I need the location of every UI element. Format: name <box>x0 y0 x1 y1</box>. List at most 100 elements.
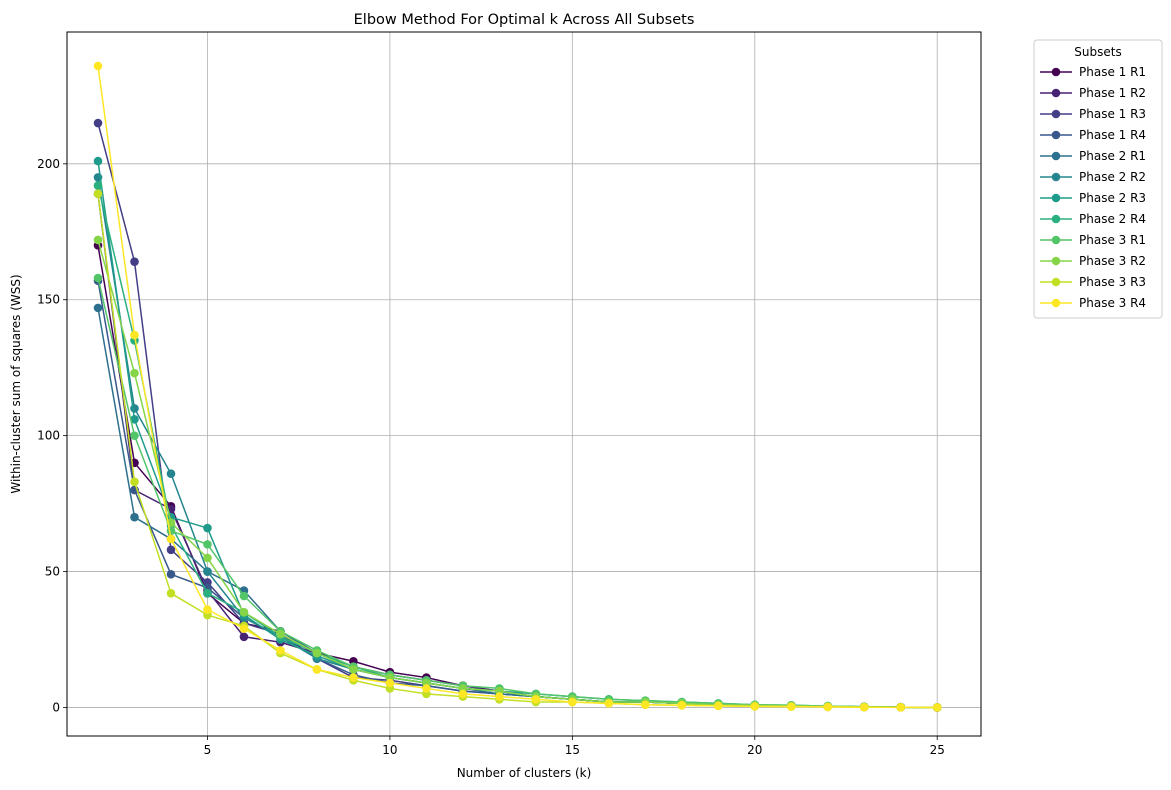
legend-label-phase-1-r1: Phase 1 R1 <box>1079 65 1146 79</box>
data-point-phase-3-r4 <box>239 624 249 633</box>
legend-label-phase-2-r4: Phase 2 R4 <box>1079 212 1146 226</box>
data-point-phase-3-r4 <box>896 703 906 712</box>
data-point-phase-2-r3 <box>93 156 103 166</box>
data-point-phase-3-r4 <box>203 605 212 614</box>
data-point-phase-3-r1 <box>166 526 176 536</box>
data-point-phase-2-r1 <box>93 303 103 313</box>
series-phase-3-r4 <box>93 61 942 712</box>
legend-marker-phase-1-r1 <box>1051 67 1061 77</box>
data-point-phase-2-r3 <box>130 415 139 424</box>
legend-label-phase-1-r3: Phase 1 R3 <box>1079 107 1146 121</box>
data-point-phase-1-r4 <box>166 569 176 579</box>
data-point-phase-3-r1 <box>239 591 249 601</box>
data-point-phase-2-r3 <box>203 523 212 533</box>
data-point-phase-3-r2 <box>130 368 139 378</box>
legend-label-phase-1-r4: Phase 1 R4 <box>1079 128 1146 142</box>
data-point-phase-3-r1 <box>203 540 212 549</box>
series-line-phase-3-r4 <box>97 65 938 709</box>
data-point-phase-3-r4 <box>568 697 577 707</box>
plot-frame <box>66 31 982 737</box>
data-point-phase-1-r3 <box>130 257 139 266</box>
legend-marker-phase-2-r1 <box>1051 151 1061 161</box>
data-point-phase-2-r4 <box>203 589 212 598</box>
legend-frame <box>1033 39 1163 319</box>
data-point-phase-3-r4 <box>786 702 796 711</box>
data-point-phase-2-r2 <box>166 469 176 479</box>
legend-entry-phase-2-r2: Phase 2 R2 <box>1040 170 1146 184</box>
legend-marker-phase-3-r1 <box>1051 235 1061 245</box>
data-point-phase-3-r3 <box>130 477 139 487</box>
legend-marker-phase-1-r4 <box>1051 130 1061 140</box>
legend-label-phase-3-r2: Phase 3 R2 <box>1079 254 1146 268</box>
data-point-phase-2-r2 <box>130 404 139 413</box>
legend-label-phase-3-r1: Phase 3 R1 <box>1079 233 1146 247</box>
legend-marker-phase-3-r3 <box>1051 277 1061 287</box>
legend-label-phase-2-r2: Phase 2 R2 <box>1079 170 1146 184</box>
plot-series <box>93 61 942 712</box>
legend-entry-phase-3-r4: Phase 3 R4 <box>1040 296 1146 310</box>
x-tick-label: 15 <box>565 743 580 757</box>
grid-lines <box>67 32 981 736</box>
legend-title: Subsets <box>1074 45 1121 59</box>
legend-marker-phase-2-r4 <box>1051 214 1061 224</box>
legend-entries: Phase 1 R1 Phase 1 R2 Phase 1 R3 Phase 1 R4… <box>1040 65 1146 310</box>
y-tick-label: 0 <box>52 700 60 714</box>
y-tick-label: 50 <box>45 565 60 579</box>
data-point-phase-3-r4 <box>641 700 650 710</box>
chart-title: Elbow Method For Optimal k Across All Su… <box>354 12 695 28</box>
data-point-phase-3-r3 <box>166 589 176 598</box>
data-point-phase-3-r4 <box>349 673 358 682</box>
legend-marker-phase-1-r3 <box>1051 109 1061 119</box>
data-point-phase-2-r4 <box>93 181 103 190</box>
legend-entry-phase-2-r3: Phase 2 R3 <box>1040 191 1146 205</box>
data-point-phase-3-r4 <box>823 702 833 712</box>
data-point-phase-3-r4 <box>422 684 431 693</box>
data-point-phase-3-r4 <box>166 534 176 544</box>
data-point-phase-1-r3 <box>166 545 176 555</box>
legend-label-phase-2-r1: Phase 2 R1 <box>1079 149 1146 163</box>
data-point-phase-1-r2 <box>239 632 249 642</box>
data-point-phase-3-r3 <box>93 189 103 199</box>
x-tick-label: 20 <box>747 743 762 757</box>
data-point-phase-1-r3 <box>93 118 103 128</box>
legend-marker-phase-2-r2 <box>1051 172 1061 182</box>
y-axis-label: Within-cluster sum of squares (WSS) <box>9 274 23 493</box>
legend-marker-phase-3-r4 <box>1051 298 1061 308</box>
legend-entry-phase-1-r3: Phase 1 R3 <box>1040 107 1146 121</box>
legend-entry-phase-2-r1: Phase 2 R1 <box>1040 149 1146 163</box>
legend-marker-phase-1-r2 <box>1051 88 1061 98</box>
y-tick-label: 150 <box>37 293 60 307</box>
legend-entry-phase-1-r1: Phase 1 R1 <box>1040 65 1146 79</box>
series-line-phase-3-r2 <box>97 239 938 709</box>
data-point-phase-3-r2 <box>276 629 285 639</box>
legend-entry-phase-1-r2: Phase 1 R2 <box>1040 86 1146 100</box>
x-axis-ticks: 5 10 15 20 25 <box>204 736 945 757</box>
data-point-phase-3-r4 <box>385 678 395 688</box>
x-tick-label: 10 <box>382 743 397 757</box>
data-point-phase-3-r1 <box>93 273 103 283</box>
data-point-phase-3-r4 <box>932 703 942 712</box>
y-axis-ticks: 0 50 100 150 200 <box>37 157 67 714</box>
legend-entry-phase-3-r1: Phase 3 R1 <box>1040 233 1146 247</box>
legend-entry-phase-1-r4: Phase 1 R4 <box>1040 128 1146 142</box>
data-point-phase-3-r4 <box>495 692 504 701</box>
data-point-phase-3-r2 <box>203 553 212 563</box>
legend-label-phase-3-r4: Phase 3 R4 <box>1079 296 1146 310</box>
legend-marker-phase-3-r2 <box>1051 256 1061 266</box>
data-point-phase-3-r4 <box>312 665 322 674</box>
data-point-phase-3-r4 <box>130 330 139 340</box>
legend-label-phase-1-r2: Phase 1 R2 <box>1079 86 1146 100</box>
data-point-phase-2-r2 <box>203 567 212 576</box>
data-point-phase-3-r4 <box>859 702 869 712</box>
data-point-phase-3-r4 <box>604 699 614 708</box>
y-tick-label: 200 <box>37 157 60 171</box>
data-point-phase-3-r4 <box>458 689 468 699</box>
x-axis-label: Number of clusters (k) <box>457 766 592 780</box>
y-tick-label: 100 <box>37 429 60 443</box>
data-point-phase-3-r4 <box>713 701 723 711</box>
data-point-phase-3-r4 <box>93 61 103 71</box>
data-point-phase-3-r2 <box>312 648 322 658</box>
